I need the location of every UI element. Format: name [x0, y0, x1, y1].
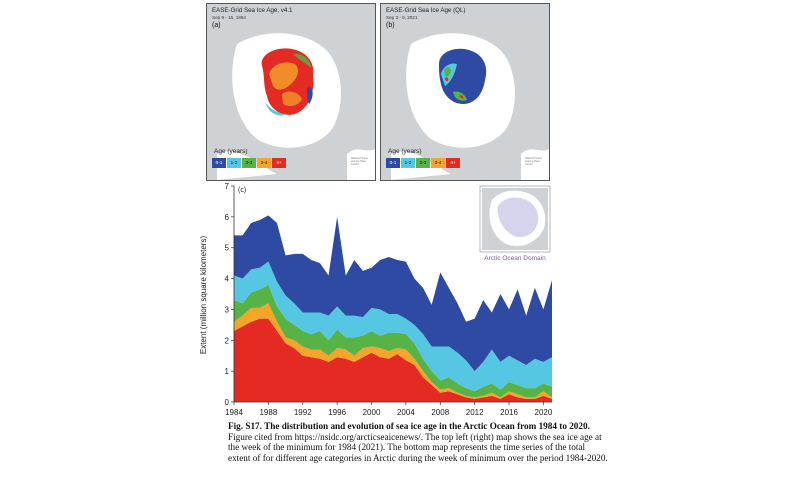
area-series-0-1 — [234, 215, 552, 372]
map-panel-label: (a) — [212, 22, 221, 29]
map-title: EASE-Grid Sea Ice Age, v4.1 — [212, 7, 293, 14]
series-layer — [234, 215, 552, 402]
y-tick-label: 4 — [225, 275, 230, 284]
y-tick-label: 1 — [225, 367, 230, 376]
y-tick-label: 6 — [225, 213, 230, 222]
axis-layer: 0 1 2 3 4 5 6 7 1984 1988 1992 1996 2000 2004 2008 2012… — [225, 182, 553, 417]
legend-2-3: 2-3 — [416, 158, 430, 168]
chart-panel-label: (c) — [238, 187, 246, 194]
y-tick-label: 2 — [225, 336, 230, 345]
legend-4-plus: 4+ — [446, 158, 460, 168]
area-series-1-2 — [234, 261, 552, 392]
x-tick-label: 2004 — [397, 408, 415, 417]
x-tick-label: 1988 — [259, 408, 277, 417]
y-tick-label: 5 — [225, 244, 230, 253]
caption-body: Figure cited from https://nsidc.org/arct… — [228, 431, 608, 463]
legend-0-1: 0-1 — [386, 158, 400, 168]
nsidc-credit: National Snow and Ice Data Center — [350, 156, 370, 168]
map-title: EASE-Grid Sea Ice Age (QL) — [386, 7, 466, 14]
map-panel-label: (b) — [386, 22, 395, 29]
map-panel-2021: EASE-Grid Sea Ice Age (QL) Sep 3 - 9, 20… — [380, 3, 550, 181]
age-legend: 0-1 1-2 2-3 3-4 4+ — [212, 158, 286, 168]
arctic-domain-inset: Arctic Ocean Domain — [479, 185, 551, 262]
y-axis-title: Extent (million square kilometers) — [199, 236, 208, 355]
x-tick-label: 2012 — [466, 408, 484, 417]
x-tick-label: 2020 — [535, 408, 553, 417]
age-legend: 0-1 1-2 2-3 3-4 4+ — [386, 158, 460, 168]
sea-ice-age-chart: 0 1 2 3 4 5 6 7 1984 1988 1992 1996 2000 2004 2008 2012… — [196, 180, 566, 420]
legend-1-2: 1-2 — [227, 158, 241, 168]
legend-2-3: 2-3 — [242, 158, 256, 168]
area-series-2-3 — [234, 284, 552, 398]
y-tick-label: 0 — [225, 398, 230, 407]
area-series-3-4 — [234, 303, 552, 399]
x-tick-label: 2016 — [500, 408, 518, 417]
x-tick-label: 1992 — [294, 408, 312, 417]
inset-label: Arctic Ocean Domain — [484, 255, 546, 262]
age-legend-title: Age (years) — [388, 148, 422, 155]
legend-3-4: 3-4 — [257, 158, 271, 168]
area-chart-svg: 0 1 2 3 4 5 6 7 1984 1988 1992 1996 2000 2004 2008 2012… — [199, 182, 553, 417]
x-tick-label: 1984 — [225, 408, 243, 417]
y-tick-label: 7 — [225, 182, 230, 191]
legend-3-4: 3-4 — [431, 158, 445, 168]
caption-title: Fig. S17. The distribution and evolution… — [228, 421, 590, 431]
map-date: Sep 9 - 15, 1984 — [212, 15, 246, 20]
legend-4-plus: 4+ — [272, 158, 286, 168]
map-panel-1984: EASE-Grid Sea Ice Age, v4.1 Sep 9 - 15, … — [206, 3, 376, 181]
nsidc-credit: National Snow and Ice Data Center — [524, 156, 544, 168]
y-tick-label: 3 — [225, 305, 230, 314]
area-series-4plus — [234, 318, 552, 402]
x-tick-label: 1996 — [328, 408, 346, 417]
legend-1-2: 1-2 — [401, 158, 415, 168]
legend-0-1: 0-1 — [212, 158, 226, 168]
map-date: Sep 3 - 9, 2021 — [386, 15, 418, 20]
x-tick-label: 2000 — [363, 408, 381, 417]
figure-caption: Fig. S17. The distribution and evolution… — [228, 421, 608, 463]
age-legend-title: Age (years) — [214, 148, 248, 155]
x-tick-label: 2008 — [431, 408, 449, 417]
